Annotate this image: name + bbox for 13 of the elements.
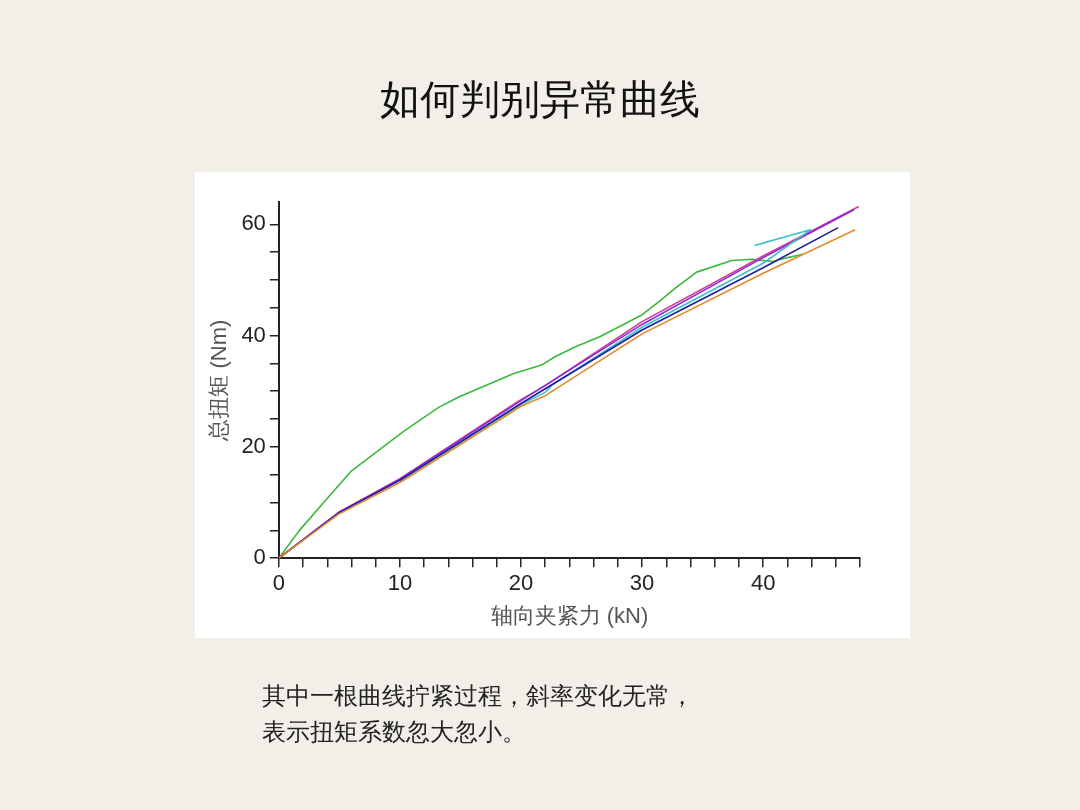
y-axis-title: 总扭矩 (Nm) <box>206 319 232 442</box>
x-tick-label: 40 <box>750 570 776 596</box>
x-tick-label: 30 <box>629 570 655 596</box>
y-tick-label: 60 <box>241 210 266 236</box>
x-tick-label: 10 <box>387 570 413 596</box>
y-tick-label: 20 <box>241 432 266 458</box>
text: 其中一根曲线拧紧过程，斜率变化无常，表示扭矩系数忽大忽小。 <box>262 681 695 747</box>
x-tick-label: 0 <box>272 570 285 596</box>
y-tick-label: 0 <box>253 544 266 570</box>
y-tick-label: 40 <box>241 321 266 347</box>
x-axis-title: 轴向夹紧力 (kN) <box>490 602 649 628</box>
x-tick-label: 20 <box>508 570 534 596</box>
chart-title: 如何判别异常曲线 <box>379 76 701 123</box>
